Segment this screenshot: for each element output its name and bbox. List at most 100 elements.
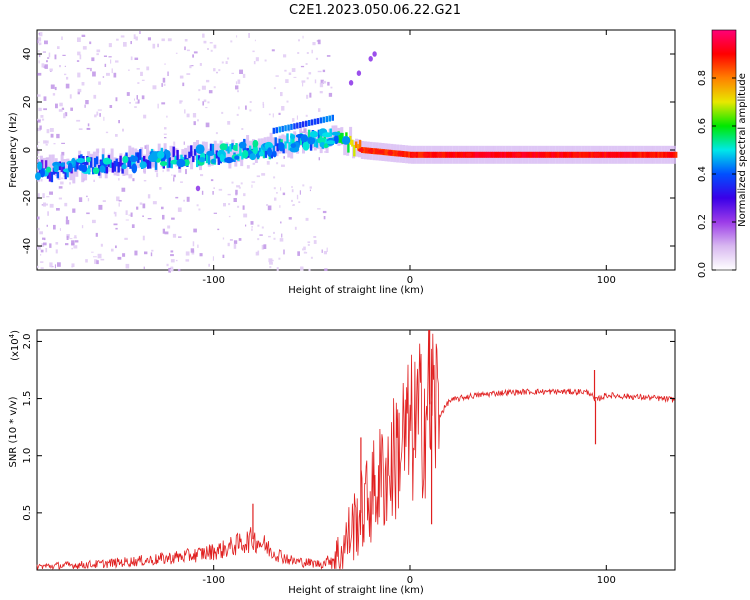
noise-speckle: [305, 251, 308, 254]
noise-speckle: [308, 72, 312, 75]
ridge-cell: [44, 160, 48, 169]
noise-speckle: [245, 224, 247, 227]
ridge-blob: [272, 150, 277, 158]
noise-speckle: [241, 128, 244, 130]
ridge-cell: [349, 135, 352, 145]
noise-speckle: [61, 107, 65, 110]
ridge-cell: [168, 157, 171, 168]
noise-speckle: [144, 145, 147, 149]
noise-speckle: [296, 194, 299, 200]
branch-cell: [328, 115, 331, 122]
noise-speckle: [64, 112, 68, 117]
noise-speckle: [276, 192, 278, 194]
ridge-blob: [99, 165, 106, 173]
noise-speckle: [249, 109, 252, 112]
noise-speckle: [71, 263, 75, 267]
ridge-cell: [502, 151, 505, 158]
ridge-cell: [62, 162, 65, 174]
snr-yscale-close: ): [10, 330, 21, 334]
ridge-cell: [535, 151, 538, 158]
ridge-halo: [48, 154, 52, 173]
ridge-cell: [190, 145, 193, 157]
ridge-cell: [278, 138, 281, 145]
noise-speckle: [283, 54, 287, 58]
noise-speckle: [37, 159, 40, 163]
noise-speckle: [114, 211, 117, 217]
noise-speckle: [81, 34, 86, 37]
ridge-cell: [618, 151, 621, 158]
branch-cell: [299, 122, 302, 128]
noise-speckle: [143, 266, 145, 269]
noise-speckle: [50, 84, 55, 89]
noise-speckle: [162, 214, 165, 220]
noise-speckle: [141, 79, 145, 81]
noise-speckle: [251, 181, 256, 183]
ridge-cell: [665, 151, 668, 158]
noise-speckle: [235, 81, 238, 85]
noise-speckle: [179, 100, 182, 104]
noise-speckle: [222, 237, 225, 240]
noise-speckle: [280, 187, 282, 191]
noise-speckle: [166, 263, 169, 267]
noise-speckle: [252, 50, 255, 53]
ridge-cell: [127, 157, 130, 167]
noise-speckle: [330, 86, 333, 89]
noise-speckle: [79, 54, 82, 60]
noise-speckle: [231, 181, 234, 184]
ridge-cell: [357, 144, 360, 151]
noise-speckle: [46, 224, 48, 227]
noise-speckle: [323, 216, 326, 220]
ridge-cell: [172, 146, 175, 158]
hot-spot: [573, 152, 580, 157]
noise-speckle: [193, 228, 197, 233]
ridge-cell: [494, 151, 497, 158]
ridge-cell: [433, 151, 436, 158]
noise-speckle: [49, 191, 53, 195]
ridge-cell: [606, 151, 609, 158]
noise-speckle: [91, 57, 95, 62]
noise-speckle: [130, 212, 133, 217]
noise-speckle: [184, 46, 186, 51]
ridge-cell: [545, 151, 548, 158]
ridge-cell: [612, 151, 615, 158]
snr-yscale: (x104): [8, 330, 21, 361]
snr-xtick-label: -100: [202, 575, 225, 586]
noise-speckle: [61, 151, 65, 156]
noise-speckle: [164, 127, 167, 130]
ridge-halo: [125, 157, 129, 176]
ridge-cell: [443, 151, 446, 158]
spectrogram-ylabel: Frequency (Hz): [8, 112, 19, 188]
noise-speckle: [167, 225, 171, 229]
noise-speckle: [130, 41, 132, 45]
ridge-cell: [109, 159, 112, 168]
noise-speckle: [326, 55, 331, 57]
ridge-halo: [72, 165, 76, 184]
noise-speckle: [128, 214, 132, 216]
ridge-cell: [154, 160, 158, 170]
noise-speckle: [305, 114, 308, 117]
ridge-cell: [101, 154, 105, 163]
noise-speckle: [53, 224, 56, 230]
noise-speckle: [123, 42, 127, 47]
noise-speckle: [37, 149, 40, 154]
ridge-blob: [129, 155, 139, 162]
spec-ytick-label: 40: [22, 48, 33, 61]
noise-speckle: [102, 200, 106, 202]
noise-speckle: [111, 68, 113, 74]
ridge-cell: [649, 151, 652, 158]
spec-xtick-label: 100: [597, 275, 616, 286]
noise-speckle: [48, 52, 51, 58]
noise-speckle: [251, 228, 253, 231]
noise-speckle: [61, 36, 63, 40]
noise-speckle: [59, 102, 63, 107]
ridge-cell: [298, 137, 301, 145]
noise-speckle: [55, 242, 59, 245]
noise-speckle: [309, 186, 312, 189]
hot-spot: [377, 149, 384, 154]
hot-spot: [593, 152, 600, 157]
noise-speckle: [272, 113, 274, 118]
ridge-cell: [622, 151, 625, 158]
noise-speckle: [43, 242, 47, 246]
noise-speckle: [37, 193, 40, 198]
ridge-blob: [150, 151, 160, 160]
